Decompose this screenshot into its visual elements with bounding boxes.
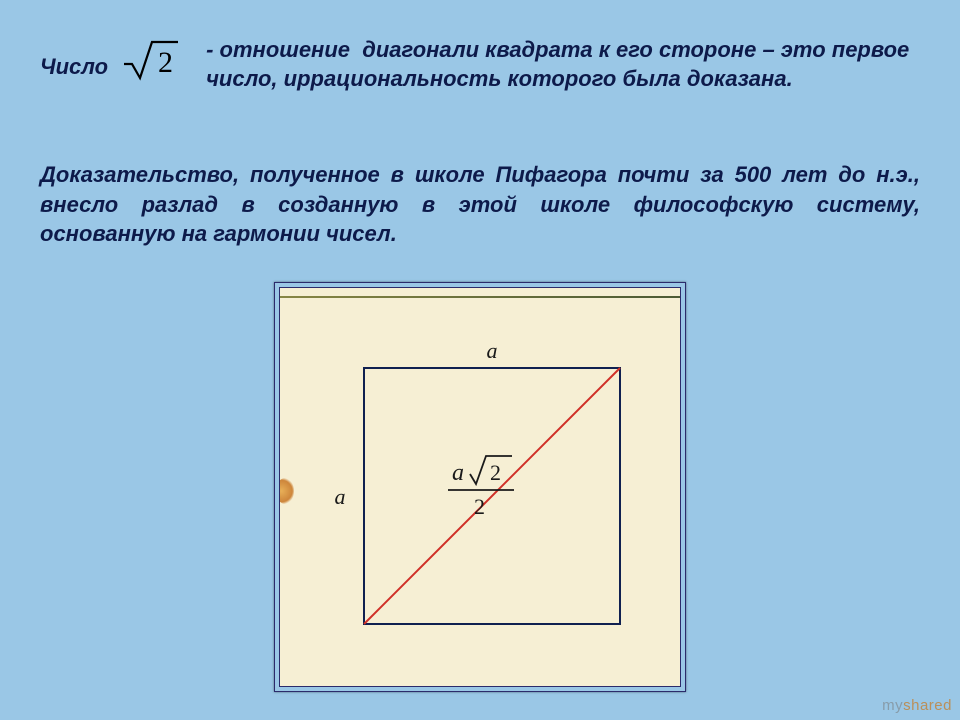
label-a-top: a [487,338,498,363]
formula-a: a [452,460,464,486]
slide: Число 2 - отношение диагонали квадрата к… [0,0,960,720]
formula-radicand: 2 [490,460,501,485]
formula-denominator: 2 [474,494,485,519]
label-number: Число [40,54,108,80]
watermark: myshared [882,697,952,714]
formula-group: a 2 2 [448,456,514,519]
watermark-part1: my [882,697,903,714]
heading-row: Число 2 - отношение диагонали квадрата к… [40,28,920,93]
figure-frame: a a a 2 2 [274,282,686,692]
watermark-part2: shared [903,697,952,714]
scan-artifact-line [280,296,680,298]
paragraph-proof: Доказательство, полученное в школе Пифаг… [40,160,920,249]
radicand-text: 2 [158,46,173,79]
sqrt2-symbol: 2 [120,34,182,89]
diagonal-line [364,368,620,624]
figure-canvas: a a a 2 2 [279,287,681,687]
geometry-svg: a a a 2 2 [280,288,680,686]
label-a-left: a [335,484,346,509]
definition-text: - отношение диагонали квадрата к его сто… [206,36,920,93]
